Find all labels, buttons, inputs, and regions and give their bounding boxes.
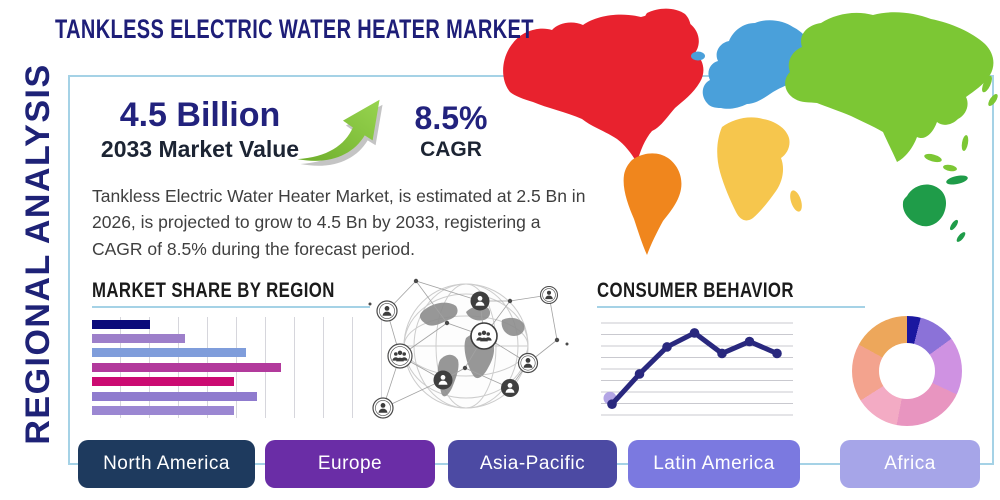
market-summary-text: Tankless Electric Water Heater Market, i… (92, 186, 586, 259)
market-value-caption: 2033 Market Value (100, 136, 300, 163)
bar-segment (92, 319, 150, 329)
bar-segment (92, 406, 235, 416)
map-oceania (902, 175, 968, 242)
bar-segment (92, 377, 235, 387)
data-point (689, 328, 700, 338)
region-button-north-america[interactable]: North America (78, 440, 255, 488)
bar-segment (92, 334, 185, 344)
market-share-bar-chart (92, 317, 382, 418)
market-share-header-text: MARKET SHARE BY REGION (92, 279, 335, 302)
bar-row (92, 389, 382, 403)
consumer-behavior-line-chart (601, 322, 793, 416)
bar-segment (92, 391, 258, 401)
bar-row (92, 346, 382, 360)
globe-network-graphic (368, 278, 569, 419)
region-button-europe[interactable]: Europe (265, 440, 435, 488)
data-point (634, 369, 645, 379)
bar-row (92, 360, 382, 374)
map-asia (785, 12, 998, 172)
map-north-america (503, 8, 704, 163)
data-point (607, 399, 617, 409)
consumer-behavior-header-text: CONSUMER BEHAVIOR (597, 279, 794, 302)
growth-arrow-icon (297, 99, 383, 166)
bar-row (92, 403, 382, 417)
data-point (717, 348, 727, 359)
consumer-behavior-header: CONSUMER BEHAVIOR (597, 279, 865, 308)
bar-row (92, 317, 382, 331)
market-value-number: 4.5 Billion (119, 96, 281, 134)
market-value-stat: 4.5 Billion 2033 Market Value (85, 96, 315, 163)
bar-segment (92, 362, 281, 372)
map-africa (717, 117, 802, 221)
bar-row (92, 375, 382, 389)
map-europe (691, 20, 814, 109)
page-title: TANKLESS ELECTRIC WATER HEATER MARKET (55, 14, 534, 44)
region-button-asia-pacific[interactable]: Asia-Pacific (448, 440, 617, 488)
data-point (744, 336, 755, 347)
network-dots (368, 278, 569, 371)
world-map (503, 8, 998, 255)
data-point (772, 348, 782, 359)
region-button-latin-america[interactable]: Latin America (628, 440, 800, 488)
market-share-header: MARKET SHARE BY REGION (92, 279, 370, 308)
region-button-africa[interactable]: Africa (840, 440, 980, 488)
cagr-stat: 8.5% CAGR (396, 100, 506, 162)
map-south-america (623, 153, 682, 255)
donut-chart (852, 316, 962, 426)
people-node-icons (372, 285, 559, 419)
data-point (662, 342, 672, 352)
bar-row (92, 331, 382, 345)
cagr-caption: CAGR (420, 138, 482, 162)
bar-segment (92, 348, 246, 358)
cagr-number: 8.5% (414, 100, 488, 136)
side-vertical-label: REGIONAL ANALYSIS (19, 63, 57, 445)
